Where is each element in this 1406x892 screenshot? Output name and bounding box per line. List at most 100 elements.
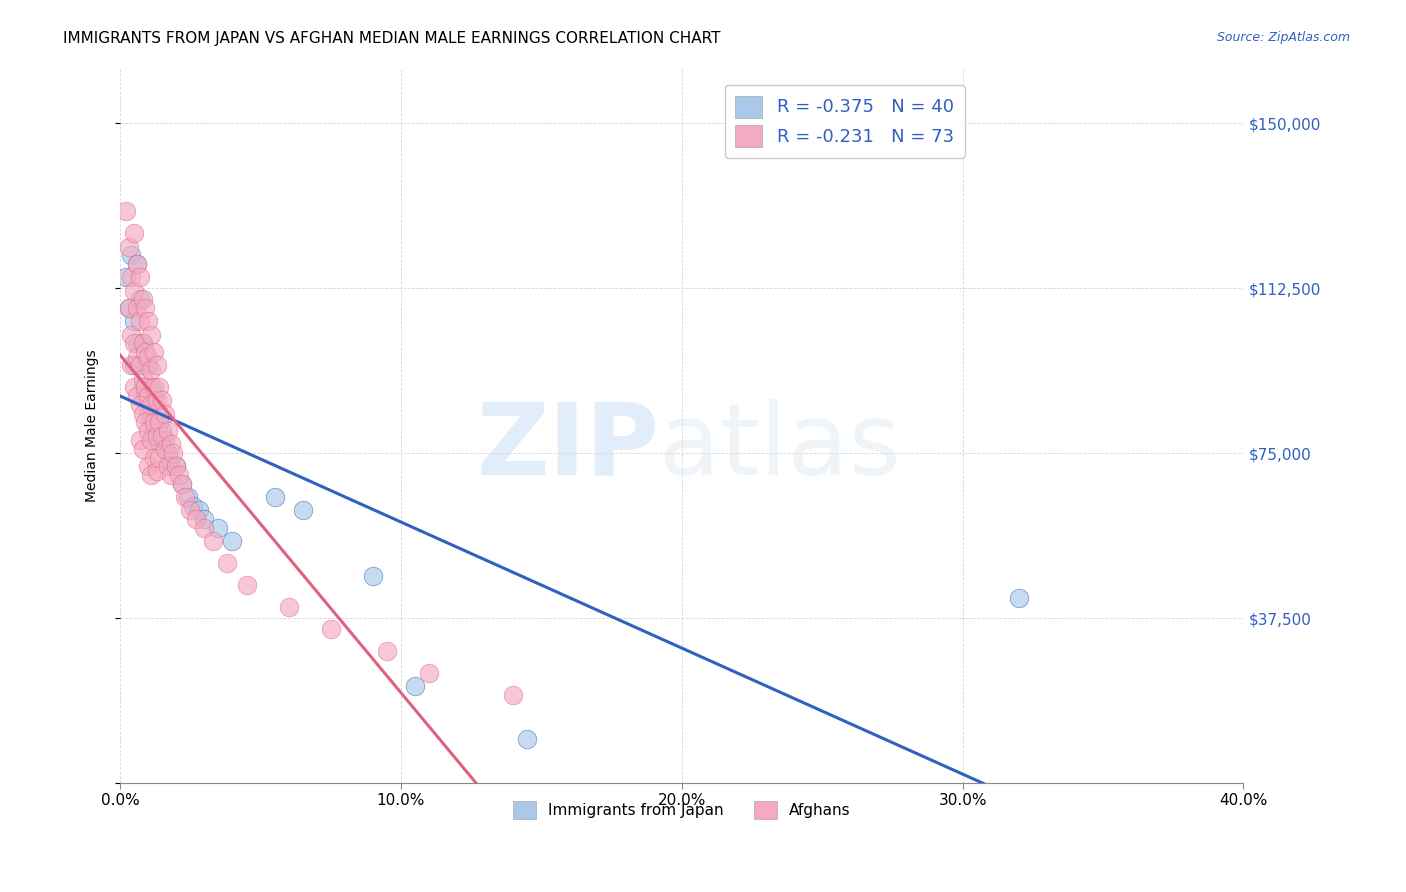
Point: [142, 389, 165, 403]
Point: [173, 490, 195, 504]
Point: [159, 437, 181, 451]
Point: [502, 688, 524, 702]
Point: [136, 459, 159, 474]
Point: [131, 336, 153, 351]
Y-axis label: Median Male Earnings: Median Male Earnings: [86, 350, 100, 502]
Point: [145, 433, 167, 447]
Point: [375, 644, 398, 658]
Point: [134, 380, 156, 394]
Point: [159, 459, 181, 474]
Point: [128, 359, 150, 373]
Text: atlas: atlas: [659, 399, 901, 496]
Point: [125, 301, 148, 315]
Point: [136, 389, 159, 403]
Text: IMMIGRANTS FROM JAPAN VS AFGHAN MEDIAN MALE EARNINGS CORRELATION CHART: IMMIGRANTS FROM JAPAN VS AFGHAN MEDIAN M…: [63, 31, 721, 46]
Point: [120, 359, 142, 373]
Point: [179, 503, 201, 517]
Point: [181, 499, 204, 513]
Point: [165, 459, 187, 474]
Point: [125, 336, 148, 351]
Point: [150, 393, 173, 408]
Point: [277, 600, 299, 615]
Point: [131, 407, 153, 421]
Point: [139, 433, 162, 447]
Point: [187, 503, 209, 517]
Point: [145, 402, 167, 417]
Point: [114, 204, 136, 219]
Point: [139, 327, 162, 342]
Point: [148, 416, 170, 430]
Point: [122, 380, 145, 394]
Point: [221, 534, 243, 549]
Point: [145, 359, 167, 373]
Point: [142, 380, 165, 394]
Point: [184, 512, 207, 526]
Point: [153, 433, 176, 447]
Point: [193, 521, 215, 535]
Point: [131, 371, 153, 385]
Point: [131, 336, 153, 351]
Point: [139, 411, 162, 425]
Point: [122, 284, 145, 298]
Point: [150, 424, 173, 438]
Point: [170, 477, 193, 491]
Point: [134, 359, 156, 373]
Point: [122, 359, 145, 373]
Point: [136, 359, 159, 373]
Point: [120, 248, 142, 262]
Point: [142, 450, 165, 465]
Point: [125, 257, 148, 271]
Point: [139, 398, 162, 412]
Point: [361, 569, 384, 583]
Point: [319, 622, 342, 636]
Point: [201, 534, 224, 549]
Point: [139, 468, 162, 483]
Point: [145, 428, 167, 442]
Point: [134, 301, 156, 315]
Point: [131, 293, 153, 307]
Point: [142, 416, 165, 430]
Point: [170, 477, 193, 491]
Point: [193, 512, 215, 526]
Point: [156, 459, 179, 474]
Point: [263, 490, 285, 504]
Point: [150, 428, 173, 442]
Point: [167, 468, 190, 483]
Point: [136, 314, 159, 328]
Point: [120, 270, 142, 285]
Text: ZIP: ZIP: [477, 399, 659, 496]
Point: [162, 446, 184, 460]
Point: [1008, 591, 1031, 606]
Point: [516, 732, 538, 747]
Point: [134, 389, 156, 403]
Point: [125, 389, 148, 403]
Point: [128, 293, 150, 307]
Point: [142, 424, 165, 438]
Point: [404, 679, 426, 693]
Point: [145, 464, 167, 478]
Point: [418, 666, 440, 681]
Point: [117, 239, 139, 253]
Point: [148, 416, 170, 430]
Point: [117, 301, 139, 315]
Point: [153, 442, 176, 456]
Point: [128, 433, 150, 447]
Point: [114, 270, 136, 285]
Point: [139, 380, 162, 394]
Point: [176, 490, 198, 504]
Point: [131, 442, 153, 456]
Point: [128, 398, 150, 412]
Point: [134, 345, 156, 359]
Point: [136, 402, 159, 417]
Point: [159, 468, 181, 483]
Point: [165, 459, 187, 474]
Point: [215, 556, 238, 570]
Point: [136, 424, 159, 438]
Point: [125, 257, 148, 271]
Point: [128, 359, 150, 373]
Point: [235, 578, 257, 592]
Point: [120, 327, 142, 342]
Point: [125, 350, 148, 364]
Point: [153, 407, 176, 421]
Point: [142, 345, 165, 359]
